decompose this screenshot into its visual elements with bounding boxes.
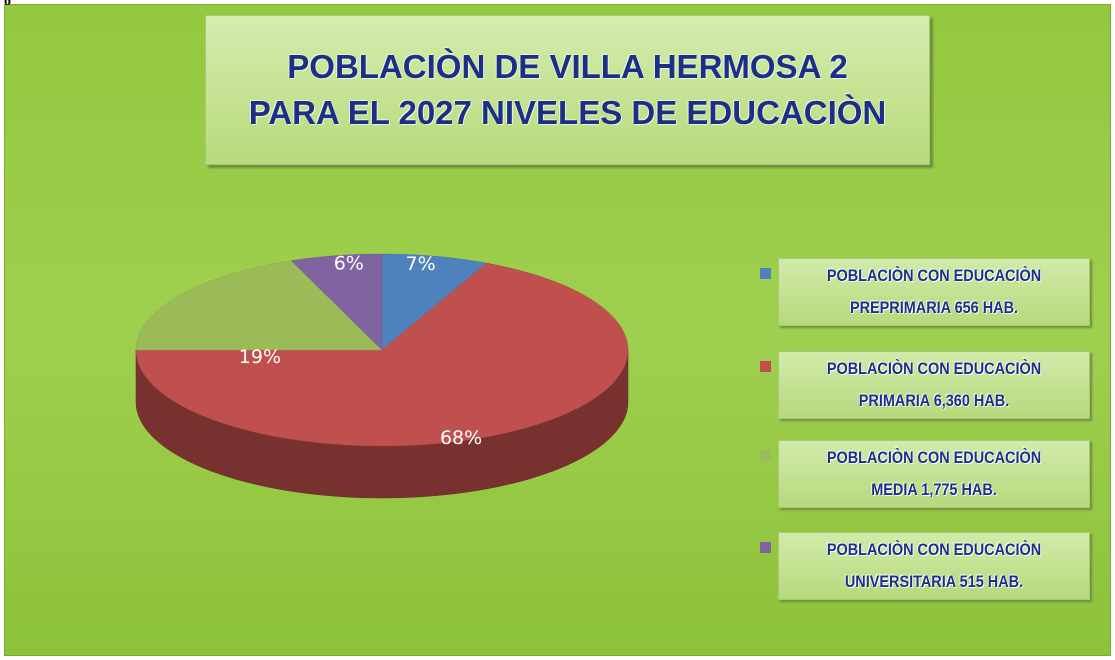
legend-item: POBLACIÒN CON EDUCACIÒN PREPRIMARIA 656 … xyxy=(778,258,1090,326)
legend-label: POBLACIÒN CON EDUCACIÒN UNIVERSITARIA 51… xyxy=(826,540,1042,591)
corner-text: o xyxy=(4,0,11,9)
legend-swatch xyxy=(760,450,771,461)
legend-swatch xyxy=(760,542,771,553)
pie-slice xyxy=(290,253,383,351)
pie-slice xyxy=(381,253,488,351)
data-label: 19% xyxy=(239,346,281,368)
legend-item: POBLACIÒN CON EDUCACIÒN PRIMARIA 6,360 H… xyxy=(778,351,1090,419)
legend-label: POBLACIÒN CON EDUCACIÒN PREPRIMARIA 656 … xyxy=(826,266,1042,317)
data-label: 6% xyxy=(334,253,364,275)
chart-title: POBLACIÒN DE VILLA HERMOSA 2 xyxy=(287,48,848,85)
legend-label: POBLACIÒN CON EDUCACIÒN PRIMARIA 6,360 H… xyxy=(826,359,1042,410)
legend-label: POBLACIÒN CON EDUCACIÒN MEDIA 1,775 HAB. xyxy=(826,448,1042,499)
pie-slice xyxy=(135,262,629,447)
data-label: 68% xyxy=(440,427,482,449)
chart-title: PARA EL 2027 NIVELES DE EDUCACIÒN xyxy=(248,94,887,131)
legend-swatch xyxy=(760,268,771,279)
title-box: POBLACIÒN DE VILLA HERMOSA 2 PARA EL 202… xyxy=(205,15,930,165)
legend-swatch xyxy=(760,361,771,372)
legend-item: POBLACIÒN CON EDUCACIÒN MEDIA 1,775 HAB. xyxy=(778,440,1090,508)
pie-slice xyxy=(135,260,383,351)
data-label: 7% xyxy=(406,253,436,275)
pie-tops xyxy=(135,253,629,447)
legend-item: POBLACIÒN CON EDUCACIÒN UNIVERSITARIA 51… xyxy=(778,532,1090,600)
